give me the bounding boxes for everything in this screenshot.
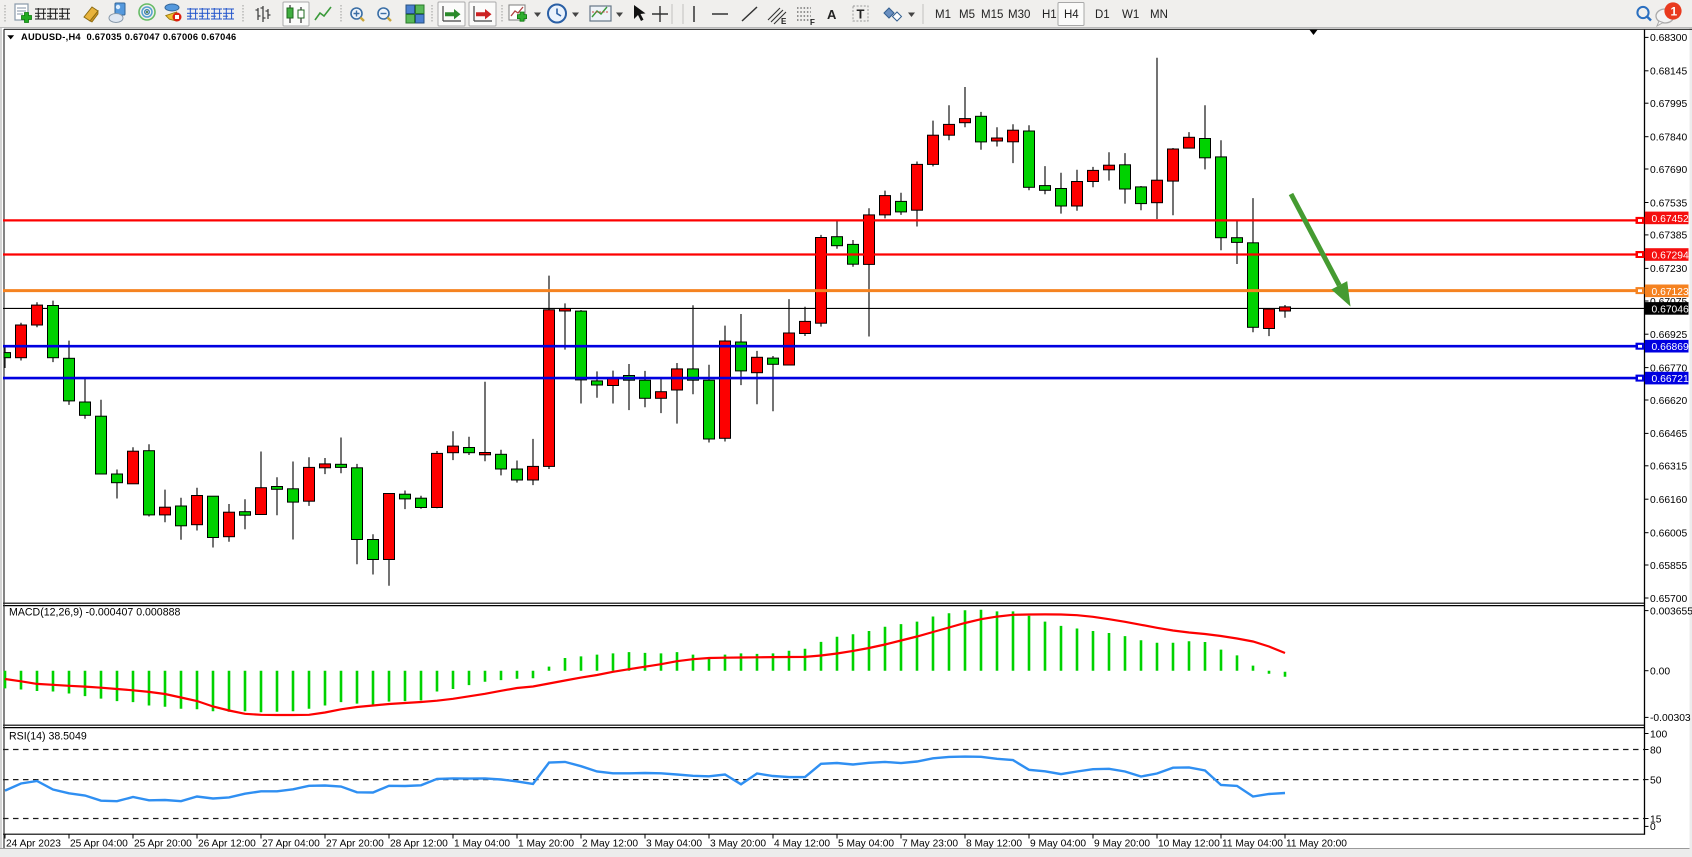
svg-text:27 Apr 04:00: 27 Apr 04:00 [262, 839, 320, 850]
svg-text:W1: W1 [1122, 9, 1139, 21]
svg-text:4 May 12:00: 4 May 12:00 [774, 839, 830, 850]
svg-text:0.67385: 0.67385 [1650, 231, 1687, 242]
svg-text:0: 0 [1650, 822, 1656, 833]
svg-text:M15: M15 [981, 9, 1003, 21]
svg-text:0.67535: 0.67535 [1650, 198, 1687, 209]
svg-text:0.00: 0.00 [1650, 667, 1670, 678]
svg-text:50: 50 [1650, 775, 1662, 786]
svg-text:M1: M1 [935, 9, 951, 21]
svg-text:0.66160: 0.66160 [1650, 495, 1687, 506]
svg-text:0.67690: 0.67690 [1650, 165, 1687, 176]
svg-text:80: 80 [1650, 745, 1662, 756]
svg-text:0.67840: 0.67840 [1650, 133, 1687, 144]
svg-text:0.66869: 0.66869 [1652, 342, 1689, 353]
svg-text:T: T [857, 7, 865, 22]
svg-text:0.67294: 0.67294 [1652, 251, 1689, 262]
svg-text:0.66620: 0.66620 [1650, 396, 1687, 407]
svg-text:0.68300: 0.68300 [1650, 33, 1687, 44]
svg-text:28 Apr 12:00: 28 Apr 12:00 [390, 839, 448, 850]
svg-text:2 May 12:00: 2 May 12:00 [582, 839, 638, 850]
svg-text:0.67452: 0.67452 [1652, 214, 1689, 225]
svg-text:M30: M30 [1008, 9, 1030, 21]
svg-text:1 May 04:00: 1 May 04:00 [454, 839, 510, 850]
svg-text:9 May 20:00: 9 May 20:00 [1094, 839, 1150, 850]
svg-text:0.66005: 0.66005 [1650, 529, 1687, 540]
svg-text:-0.00303: -0.00303 [1650, 713, 1691, 724]
svg-text:0.66465: 0.66465 [1650, 429, 1687, 440]
svg-text:E: E [781, 17, 787, 26]
svg-text:100: 100 [1650, 729, 1667, 740]
svg-text:0.67995: 0.67995 [1650, 99, 1687, 110]
svg-text:MACD(12,26,9) -0.000407 0.0008: MACD(12,26,9) -0.000407 0.000888 [9, 606, 180, 618]
svg-text:11 May 20:00: 11 May 20:00 [1286, 839, 1347, 850]
svg-text:D1: D1 [1095, 9, 1110, 21]
svg-text:A: A [827, 7, 837, 22]
svg-text:1: 1 [1671, 5, 1678, 19]
svg-text:0.66315: 0.66315 [1650, 462, 1687, 473]
svg-text:3 May 04:00: 3 May 04:00 [646, 839, 702, 850]
svg-text:0.66721: 0.66721 [1652, 374, 1689, 385]
svg-text:10 May 12:00: 10 May 12:00 [1158, 839, 1220, 850]
svg-text:1 May 20:00: 1 May 20:00 [518, 839, 574, 850]
svg-text:24 Apr 2023: 24 Apr 2023 [6, 839, 61, 850]
svg-text:0.68145: 0.68145 [1650, 67, 1687, 78]
svg-text:26 Apr 12:00: 26 Apr 12:00 [198, 839, 256, 850]
svg-text:3 May 20:00: 3 May 20:00 [710, 839, 766, 850]
svg-text:0.66925: 0.66925 [1650, 330, 1687, 341]
svg-text:0.003655: 0.003655 [1650, 606, 1692, 617]
svg-text:8 May 12:00: 8 May 12:00 [966, 839, 1022, 850]
svg-text:H4: H4 [1064, 9, 1079, 21]
svg-text:MN: MN [1150, 9, 1168, 21]
svg-text:0.67046: 0.67046 [1652, 304, 1689, 315]
svg-text:M5: M5 [959, 9, 975, 21]
svg-text:F: F [810, 18, 815, 27]
svg-text:0.67230: 0.67230 [1650, 264, 1687, 275]
svg-text:H1: H1 [1042, 9, 1057, 21]
svg-text:25 Apr 20:00: 25 Apr 20:00 [134, 839, 192, 850]
svg-text:0.65855: 0.65855 [1650, 561, 1687, 572]
svg-text:27 Apr 20:00: 27 Apr 20:00 [326, 839, 384, 850]
svg-text:0.65700: 0.65700 [1650, 594, 1687, 605]
svg-text:7 May 23:00: 7 May 23:00 [902, 839, 958, 850]
svg-text:25 Apr 04:00: 25 Apr 04:00 [70, 839, 128, 850]
svg-text:0.66770: 0.66770 [1650, 363, 1687, 374]
svg-text:15: 15 [1650, 814, 1662, 825]
svg-text:AUDUSD-,H4 0.67035 0.67047 0.: AUDUSD-,H4 0.67035 0.67047 0.67006 0.670… [21, 32, 236, 42]
svg-text:5 May 04:00: 5 May 04:00 [838, 839, 894, 850]
svg-text:0.67123: 0.67123 [1652, 287, 1689, 298]
svg-text:11 May 04:00: 11 May 04:00 [1222, 839, 1283, 850]
svg-text:9 May 04:00: 9 May 04:00 [1030, 839, 1086, 850]
svg-text:RSI(14) 38.5049: RSI(14) 38.5049 [9, 730, 87, 742]
